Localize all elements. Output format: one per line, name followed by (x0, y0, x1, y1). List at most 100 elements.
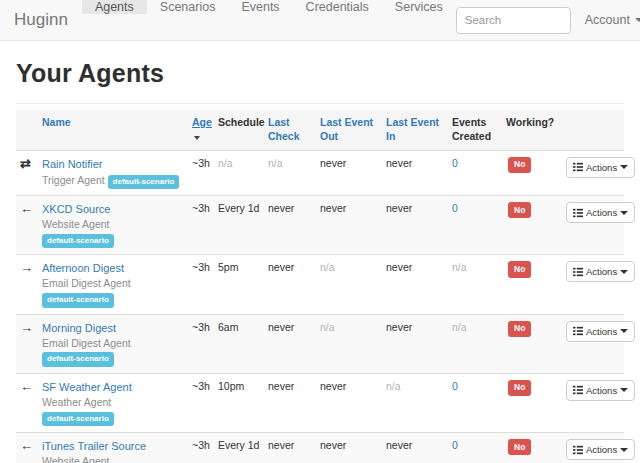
actions-column-header (562, 110, 624, 150)
nav-item-scenarios[interactable]: Scenarios (147, 0, 229, 14)
agent-last-event-out: never (316, 196, 382, 255)
list-icon (573, 326, 583, 336)
agent-last-check: never (264, 196, 316, 255)
page-content: Your Agents Name Age Schedule Last Check… (0, 41, 640, 463)
list-icon (573, 267, 583, 277)
agent-name-link[interactable]: SF Weather Agent (42, 381, 132, 393)
column-header-working: Working? (502, 110, 562, 150)
table-row: → Morning Digest Email Digest Agent defa… (16, 314, 624, 373)
agent-last-check: never (264, 255, 316, 314)
agent-schedule: 6am (214, 314, 264, 373)
agent-age: ~3h (188, 373, 214, 432)
nav-item-credentials[interactable]: Credentials (293, 0, 382, 14)
actions-label: Actions (586, 326, 617, 337)
events-created-link: n/a (452, 321, 467, 333)
main-nav: Agents Scenarios Events Credentials Serv… (82, 0, 456, 40)
agent-last-event-in: n/a (382, 373, 448, 432)
agent-last-event-in: never (382, 314, 448, 373)
agent-last-event-out: never (316, 373, 382, 432)
agent-age: ~3h (188, 314, 214, 373)
events-created-link[interactable]: 0 (452, 380, 458, 392)
agent-subline: Weather Agent default-scenario (42, 396, 184, 426)
scenario-badge[interactable]: default-scenario (108, 175, 180, 190)
agent-name-link[interactable]: Morning Digest (42, 322, 116, 334)
chevron-down-icon (635, 18, 640, 22)
agent-subline: Email Digest Agent default-scenario (42, 277, 184, 307)
agent-age: ~3h (188, 196, 214, 255)
agent-type-label: Email Digest Agent (42, 337, 184, 351)
agent-last-event-in: never (382, 196, 448, 255)
table-row: → Afternoon Digest Email Digest Agent de… (16, 255, 624, 314)
agent-name-link[interactable]: Rain Notifier (42, 158, 103, 170)
events-created-link[interactable]: 0 (452, 202, 458, 214)
column-header-name[interactable]: Name (38, 110, 188, 150)
agent-subline: Website Agent default-scenario (42, 455, 184, 463)
agent-subline: Email Digest Agent default-scenario (42, 337, 184, 367)
table-row: ← XKCD Source Website Agent default-scen… (16, 196, 624, 255)
sort-desc-icon (194, 136, 200, 140)
actions-label: Actions (586, 207, 617, 218)
agent-age: ~3h (188, 150, 214, 195)
agent-type-label: Website Agent (42, 455, 110, 463)
arrow-right-icon: → (20, 260, 33, 275)
agent-last-check: never (264, 433, 316, 463)
actions-label: Actions (586, 385, 617, 396)
nav-item-services[interactable]: Services (382, 0, 456, 14)
divider (16, 103, 624, 104)
chevron-down-icon (620, 270, 628, 274)
events-created-link[interactable]: 0 (452, 439, 458, 451)
agent-last-event-in: never (382, 433, 448, 463)
actions-button[interactable]: Actions (566, 261, 635, 282)
actions-button[interactable]: Actions (566, 202, 635, 223)
events-created-link: n/a (452, 261, 467, 273)
column-header-events-created: Events Created (448, 110, 502, 150)
column-header-last-event-in[interactable]: Last Event In (382, 110, 448, 150)
agent-subline: Trigger Agent default-scenario (42, 173, 184, 190)
agent-schedule: 5pm (214, 255, 264, 314)
column-header-schedule: Schedule (214, 110, 264, 150)
working-badge: No (508, 439, 531, 455)
transfer-icon: ⇄ (20, 156, 31, 171)
working-badge: No (508, 157, 531, 173)
table-row: ← SF Weather Agent Weather Agent default… (16, 373, 624, 432)
nav-item-agents[interactable]: Agents (82, 0, 147, 14)
agent-last-event-in: never (382, 255, 448, 314)
actions-button[interactable]: Actions (566, 380, 635, 401)
agent-name-link[interactable]: Afternoon Digest (42, 262, 124, 274)
scenario-badge[interactable]: default-scenario (42, 412, 114, 427)
actions-button[interactable]: Actions (566, 321, 635, 342)
agent-age: ~3h (188, 433, 214, 463)
agent-last-event-out: never (316, 433, 382, 463)
chevron-down-icon (620, 165, 628, 169)
agent-name-link[interactable]: XKCD Source (42, 203, 110, 215)
working-badge: No (508, 380, 531, 396)
arrow-left-icon: ← (20, 201, 33, 216)
actions-label: Actions (586, 266, 617, 277)
column-header-last-event-out[interactable]: Last Event Out (316, 110, 382, 150)
nav-item-events[interactable]: Events (228, 0, 292, 14)
actions-button[interactable]: Actions (566, 157, 635, 178)
top-navbar: Huginn Agents Scenarios Events Credentia… (0, 0, 640, 41)
agent-subline: Website Agent default-scenario (42, 218, 184, 248)
agents-table-head: Name Age Schedule Last Check Last Event … (16, 110, 624, 150)
actions-button[interactable]: Actions (566, 439, 635, 460)
arrow-left-icon: ← (20, 379, 33, 394)
working-badge: No (508, 261, 531, 277)
column-header-last-check[interactable]: Last Check (264, 110, 316, 150)
agent-type-label: Website Agent (42, 218, 110, 230)
list-icon (573, 162, 583, 172)
brand-logo[interactable]: Huginn (0, 0, 82, 40)
scenario-badge[interactable]: default-scenario (42, 234, 114, 249)
agent-name-link[interactable]: iTunes Trailer Source (42, 440, 146, 452)
agent-schedule: Every 1d (214, 196, 264, 255)
scenario-badge[interactable]: default-scenario (42, 293, 114, 308)
column-header-age[interactable]: Age (188, 110, 214, 150)
account-menu[interactable]: Account (571, 13, 640, 27)
working-badge: No (508, 321, 531, 337)
search-input[interactable] (456, 7, 571, 34)
agent-last-check: never (264, 373, 316, 432)
scenario-badge[interactable]: default-scenario (42, 352, 114, 367)
events-created-link[interactable]: 0 (452, 157, 458, 169)
agent-type-label: Trigger Agent (42, 174, 105, 186)
agent-schedule: n/a (214, 150, 264, 195)
